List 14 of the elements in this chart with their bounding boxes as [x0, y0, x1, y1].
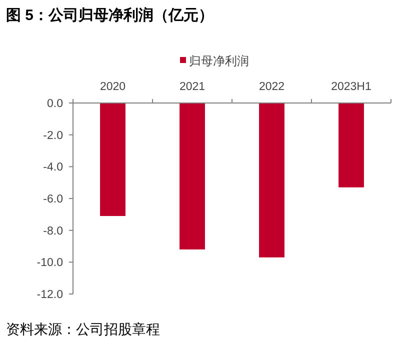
y-tick-label: 0.0 — [47, 98, 63, 110]
x-tick-label: 2021 — [179, 81, 206, 93]
y-tick-label: -4.0 — [43, 162, 63, 174]
x-tick-label: 2023H1 — [331, 81, 372, 93]
y-tick-label: -12.0 — [36, 289, 63, 301]
y-tick-label: -6.0 — [43, 194, 63, 206]
y-tick-label: -10.0 — [36, 257, 63, 270]
y-tick-label: -8.0 — [43, 225, 63, 238]
text: 资料来源：公司招股章程 — [6, 321, 160, 337]
chart-title: 图 5：公司归母净利润（亿元） — [6, 6, 214, 24]
legend-label: 归母净利润 — [189, 54, 249, 68]
x-tick-label: 2020 — [100, 81, 126, 93]
x-tick-label: 2022 — [258, 81, 285, 93]
y-tick-label: -2.0 — [43, 130, 63, 142]
